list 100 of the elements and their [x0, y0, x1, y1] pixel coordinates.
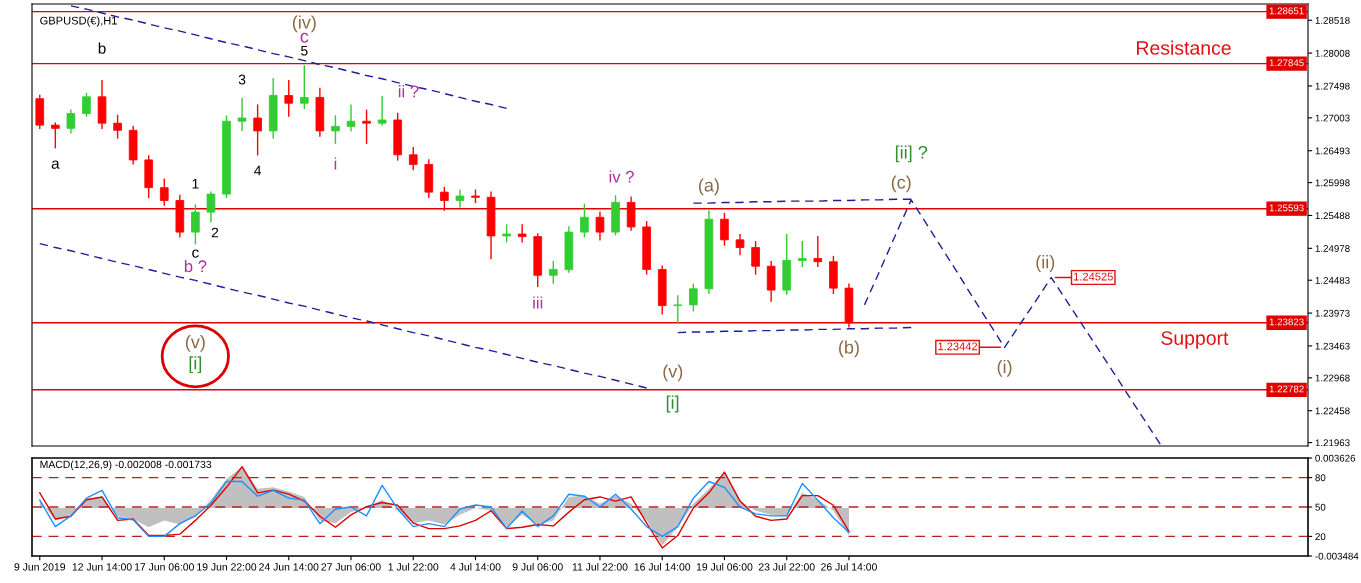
- x-tick-label: 23 Jul 22:00: [758, 562, 815, 571]
- chart-title: MACD(12,26,9) -0.002008 -0.001733: [40, 460, 212, 471]
- y-tick-label: 1.25488: [1315, 212, 1350, 220]
- y-tick-label: 1.28008: [1315, 49, 1350, 57]
- y-tick-label: 1.24978: [1315, 245, 1350, 252]
- y-tick-label: 1.28518: [1315, 16, 1350, 24]
- candlestick: [113, 114, 122, 139]
- y-tick-label: 1.25998: [1315, 179, 1350, 187]
- candlestick: [206, 191, 216, 223]
- candlestick: [331, 115, 340, 144]
- candlestick: [517, 224, 527, 243]
- y2-tick-label: 20: [1315, 533, 1326, 541]
- y-tick-label: 1.22968: [1315, 374, 1350, 382]
- annotation: 2: [211, 227, 219, 238]
- candlestick: [159, 178, 169, 206]
- candlestick: [300, 65, 309, 110]
- annotation: 4: [254, 165, 262, 176]
- x-tick-label: 1 Jul 22:00: [388, 562, 439, 571]
- annotation: (iv): [292, 15, 316, 33]
- y-tick-label: 1.27498: [1315, 82, 1350, 90]
- y-tick-label: 1.24483: [1315, 276, 1350, 284]
- annotation: (i): [997, 359, 1012, 377]
- y2-tick-label: 50: [1315, 503, 1326, 511]
- annotation: 1.24525: [1074, 272, 1113, 281]
- ref-line-label: 1.23823: [1269, 318, 1304, 326]
- annotation: a: [51, 160, 60, 169]
- annotation: [i]: [666, 395, 679, 413]
- x-tick-label: 19 Jun 22:00: [197, 563, 257, 571]
- candlestick: [362, 109, 371, 144]
- candlestick: [440, 186, 449, 211]
- x-tick-label: 4 Jul 14:00: [450, 562, 501, 571]
- candlestick: [51, 122, 60, 149]
- y-tick-label: 1.27003: [1315, 114, 1350, 122]
- candlestick: [82, 92, 91, 117]
- line-series: [39, 242, 648, 389]
- ref-line-label: 1.27845: [1269, 59, 1304, 67]
- y2-tick-label: 80: [1315, 474, 1326, 482]
- x-tick-label: 9 Jul 06:00: [512, 562, 563, 571]
- candlestick: [751, 241, 760, 275]
- x-tick-label: 19 Jul 06:00: [696, 562, 753, 571]
- annotation: ii ?: [398, 85, 419, 98]
- y-tick-label: 1.22458: [1315, 407, 1350, 415]
- y-tick-label: 0.003626: [1315, 454, 1356, 462]
- annotation: (c): [891, 175, 911, 193]
- candlestick: [580, 203, 589, 238]
- line-series: [39, 480, 850, 538]
- annotation: iii: [533, 296, 543, 309]
- ref-line-label: 1.28651: [1269, 7, 1304, 15]
- annotation: iv ?: [609, 170, 634, 183]
- annotation: 3: [238, 74, 246, 85]
- text: GBPUSD(€),H1: [40, 16, 117, 27]
- candlestick: [237, 98, 247, 131]
- annotation: b: [98, 42, 106, 54]
- x-tick-label: 9 Jun 2019: [14, 563, 66, 571]
- candlestick: [673, 295, 683, 324]
- annotation: 1: [192, 179, 199, 189]
- x-tick-label: 17 Jun 06:00: [134, 563, 194, 571]
- candlestick: [595, 211, 605, 241]
- candlestick: [346, 104, 356, 132]
- x-tick-label: 24 Jun 14:00: [259, 563, 319, 571]
- annotation: b ?: [184, 259, 207, 273]
- candlestick: [720, 212, 729, 246]
- y-tick-label: 1.26493: [1315, 147, 1350, 155]
- annotation: (v): [185, 335, 205, 352]
- candlestick: [377, 96, 387, 126]
- annotation: (b): [839, 340, 859, 358]
- candlestick: [797, 241, 807, 267]
- y-tick-label: 1.23973: [1315, 309, 1350, 317]
- candlestick: [689, 283, 698, 312]
- x-tick-label: 27 Jun 06:00: [321, 563, 381, 571]
- candlestick: [408, 146, 418, 171]
- annotation: (a): [698, 178, 719, 196]
- annotation: Support: [1161, 331, 1229, 349]
- y-tick-label: 1.23463: [1315, 342, 1350, 350]
- candlestick: [284, 79, 294, 117]
- candlestick: [455, 189, 465, 208]
- annotation: [i]: [189, 356, 202, 374]
- candlestick: [813, 235, 823, 267]
- annotation: c: [192, 249, 199, 258]
- x-tick-label: 26 Jul 14:00: [821, 562, 877, 571]
- y-tick-label: -0.003484: [1315, 552, 1359, 560]
- annotation: i: [334, 157, 337, 170]
- x-tick-label: 11 Jul 22:00: [572, 562, 628, 571]
- candlestick: [191, 204, 200, 245]
- annotation: 1.23442: [938, 342, 978, 351]
- y-tick-label: 1.21963: [1315, 439, 1350, 447]
- candlestick: [548, 261, 558, 284]
- candlestick: [66, 109, 76, 134]
- candlestick: [766, 261, 776, 302]
- x-tick-label: 12 Jun 14:00: [72, 563, 132, 571]
- candlestick: [253, 104, 262, 156]
- x-tick-label: 16 Jul 14:00: [634, 562, 691, 571]
- annotation: (v): [663, 364, 683, 382]
- ref-line-label: 1.25593: [1269, 204, 1304, 212]
- annotation: (ii): [1036, 255, 1055, 272]
- annotation: Resistance: [1137, 40, 1231, 55]
- annotation: 5: [301, 45, 308, 56]
- candlestick: [735, 233, 745, 256]
- ref-line-label: 1.22782: [1269, 385, 1304, 393]
- annotation: c: [300, 32, 309, 43]
